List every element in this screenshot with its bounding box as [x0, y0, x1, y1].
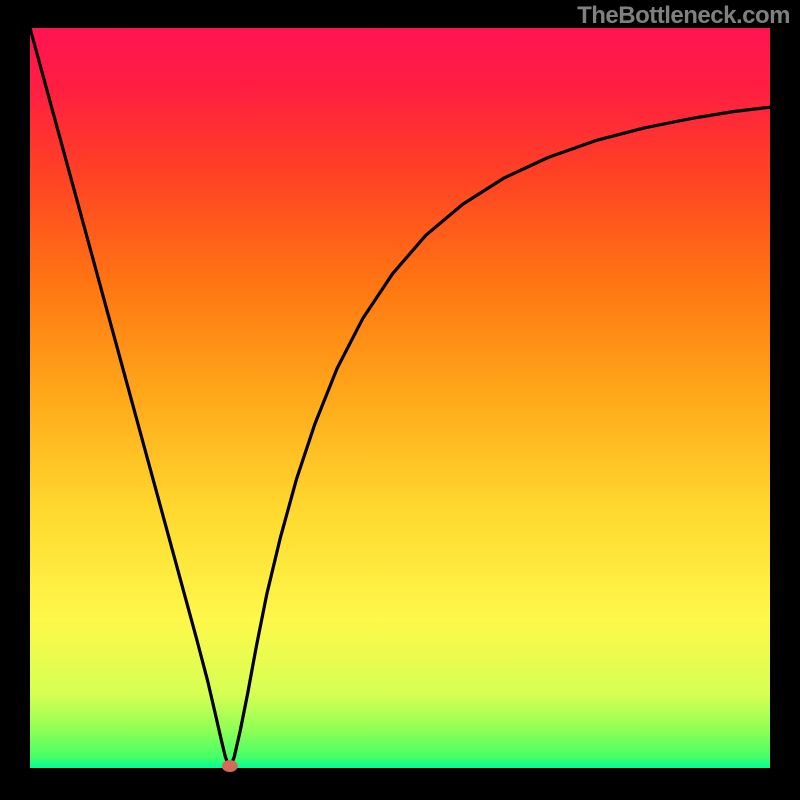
chart-container: TheBottleneck.com: [0, 0, 800, 800]
bottleneck-curve-chart: [0, 0, 800, 800]
watermark-text: TheBottleneck.com: [577, 2, 790, 30]
plot-area: [30, 28, 770, 768]
minimum-marker: [222, 760, 238, 772]
